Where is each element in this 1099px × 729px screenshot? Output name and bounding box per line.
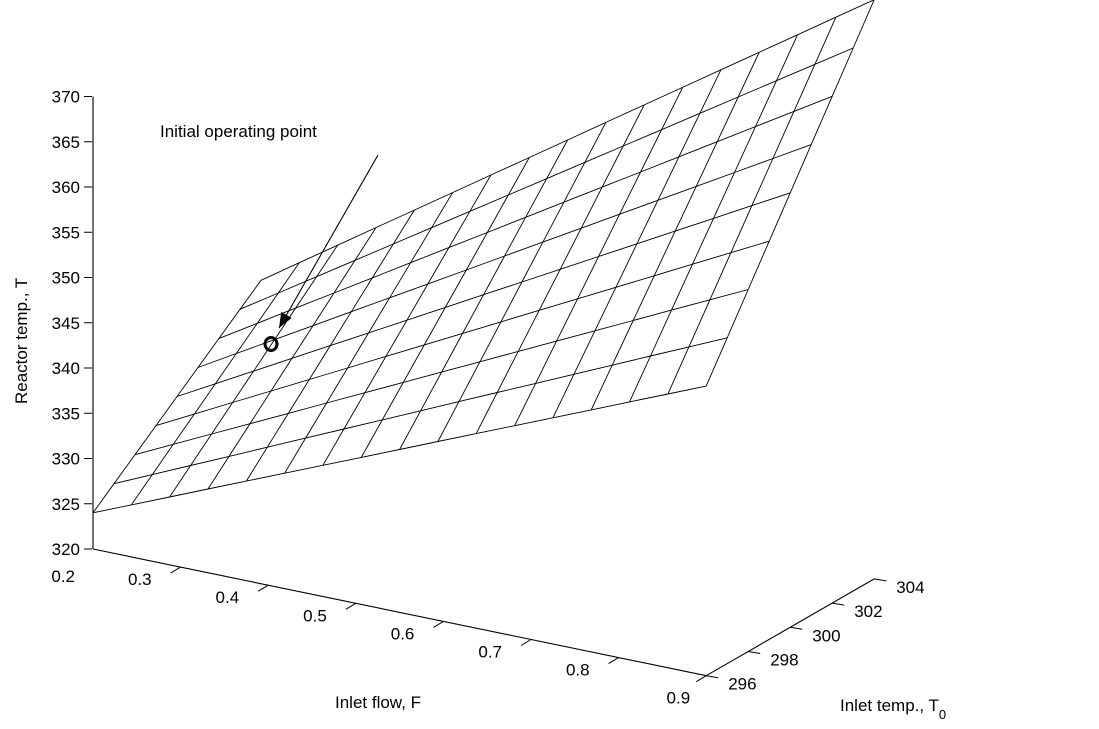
- y-axis-title: Inlet temp., T0: [840, 696, 946, 722]
- x-tick: [170, 566, 181, 574]
- y-tick-label: 304: [896, 578, 924, 597]
- mesh-line-flow: [92, 280, 262, 514]
- annotation-label: Initial operating point: [160, 122, 317, 141]
- y-tick: [748, 651, 761, 654]
- z-tick-label: 330: [52, 450, 80, 469]
- surface-mesh: [92, 0, 875, 514]
- axes: 320 325 330 335 340 345 350 355 360 365 370 0.2 0.3 0…: [51, 88, 924, 708]
- mesh-line-temp: [134, 289, 749, 456]
- annotation-arrowhead: [279, 312, 292, 328]
- mesh-line-temp: [197, 144, 812, 368]
- mesh-line-temp: [113, 337, 728, 485]
- y-tick: [832, 602, 845, 606]
- z-tick-label: 370: [52, 88, 80, 107]
- y-axis-title-subscript: 0: [939, 707, 946, 722]
- x-tick: [520, 639, 532, 646]
- x-tick-label: 0.7: [478, 643, 502, 662]
- x-tick-label: 0.5: [303, 606, 327, 625]
- mesh-line-temp: [239, 47, 854, 310]
- y-tick-label: 296: [728, 675, 756, 694]
- axis-titles: Inlet flow, F Inlet temp., T0 Reactor te…: [12, 278, 946, 722]
- x-tick-label: 0.4: [216, 588, 240, 607]
- z-tick-label: 350: [52, 269, 80, 288]
- mesh-line-temp: [92, 385, 707, 514]
- x-tick-label: 0.6: [391, 624, 415, 643]
- x-axis-line: [92, 548, 707, 677]
- x-tick-label: 0.8: [566, 661, 590, 680]
- z-tick-label: 320: [52, 540, 80, 559]
- x-tick: [433, 620, 444, 628]
- x-tick-label: 0.9: [667, 689, 691, 708]
- z-axis-title: Reactor temp., T: [12, 278, 31, 404]
- operating-point-marker: [263, 336, 279, 352]
- x-axis-title: Inlet flow, F: [335, 693, 421, 712]
- x-tick: [608, 657, 619, 665]
- z-tick-label: 345: [52, 314, 80, 333]
- y-tick: [790, 626, 803, 630]
- y-tick-label: 300: [812, 626, 840, 645]
- z-tick-label: 365: [52, 133, 80, 152]
- x-tick: [695, 675, 707, 683]
- y-tick: [706, 675, 719, 679]
- y-axis-title-main: Inlet temp., T: [840, 696, 939, 715]
- x-tick-label: 0.2: [51, 567, 75, 586]
- z-tick-label: 340: [52, 359, 80, 378]
- mesh-line-temp: [260, 0, 875, 281]
- x-tick-label: 0.3: [128, 570, 152, 589]
- mesh-line-temp: [155, 240, 770, 427]
- x-tick: [345, 602, 357, 610]
- annotation-arrow: [278, 154, 379, 329]
- y-tick-label: 302: [854, 602, 882, 621]
- mesh-line-temp: [218, 95, 833, 339]
- y-tick: [874, 578, 887, 582]
- y-tick-label: 298: [770, 651, 798, 670]
- z-tick-label: 325: [52, 495, 80, 514]
- z-tick-label: 355: [52, 223, 80, 242]
- x-tick: [257, 584, 269, 592]
- z-tick-label: 360: [52, 178, 80, 197]
- mesh-line-temp: [176, 192, 791, 397]
- z-tick-label: 335: [52, 404, 80, 423]
- annotation-group: Initial operating point: [160, 122, 379, 352]
